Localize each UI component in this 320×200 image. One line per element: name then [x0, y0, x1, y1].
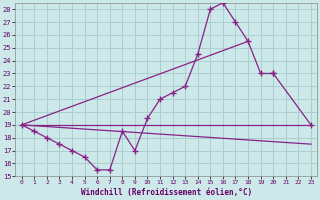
X-axis label: Windchill (Refroidissement éolien,°C): Windchill (Refroidissement éolien,°C)	[81, 188, 252, 197]
